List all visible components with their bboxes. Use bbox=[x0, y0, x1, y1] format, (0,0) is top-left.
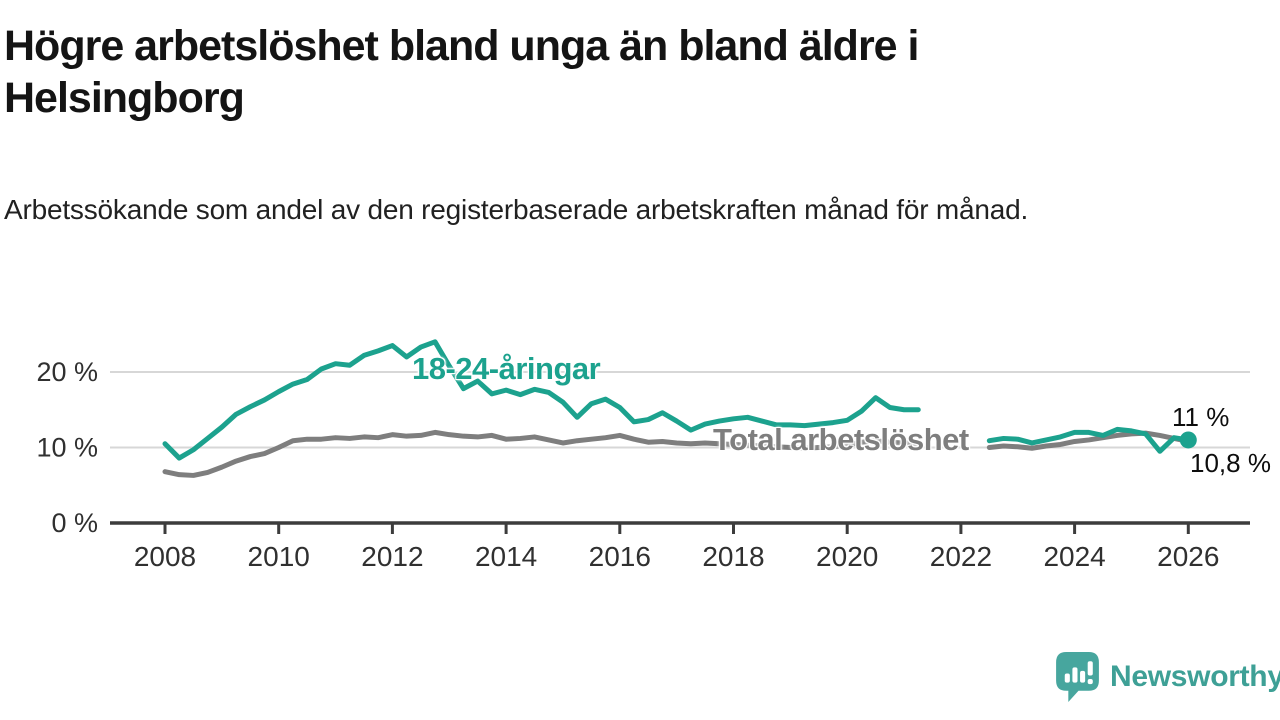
x-tick-label: 2018 bbox=[702, 541, 764, 572]
end-value-label-total: 10,8 % bbox=[1190, 448, 1271, 478]
end-value-label-youth: 11 % bbox=[1172, 402, 1230, 432]
newsworthy-logo[interactable]: Newsworthy bbox=[1054, 650, 1280, 703]
x-tick-label: 2012 bbox=[361, 541, 423, 572]
x-tick-label: 2010 bbox=[248, 541, 310, 572]
series-end-dot bbox=[1179, 431, 1197, 449]
logo-bar-2 bbox=[1072, 667, 1078, 683]
x-tick-label: 2024 bbox=[1043, 541, 1105, 572]
logo-bar-3 bbox=[1080, 670, 1086, 683]
series-line bbox=[162, 429, 921, 478]
x-tick-label: 2022 bbox=[930, 541, 992, 572]
page-title: Högre arbetslöshet bland unga än bland ä… bbox=[4, 22, 920, 123]
logo-exclamation-dot bbox=[1087, 679, 1093, 685]
series-line bbox=[986, 430, 1191, 451]
logo-exclamation-bar bbox=[1087, 661, 1093, 676]
y-tick-label: 20 % bbox=[36, 357, 98, 387]
newsworthy-wordmark: Newsworthy bbox=[1110, 659, 1280, 693]
series-line bbox=[986, 426, 1191, 454]
x-tick-label: 2008 bbox=[134, 541, 196, 572]
y-tick-label: 0 % bbox=[51, 508, 98, 538]
x-tick-label: 2016 bbox=[589, 541, 651, 572]
logo-bar-1 bbox=[1064, 673, 1070, 683]
x-tick-label: 2014 bbox=[475, 541, 537, 572]
y-tick-label: 10 % bbox=[36, 433, 98, 463]
x-tick-label: 2020 bbox=[816, 541, 878, 572]
series-line bbox=[162, 339, 921, 461]
series-label-total: Total arbetslöshet bbox=[713, 422, 969, 457]
newsworthy-icon bbox=[1056, 652, 1099, 702]
chart-subtitle: Arbetssökande som andel av den registerb… bbox=[4, 194, 1029, 225]
series-label-youth: 18-24-åringar bbox=[412, 351, 601, 386]
x-tick-label: 2026 bbox=[1157, 541, 1219, 572]
